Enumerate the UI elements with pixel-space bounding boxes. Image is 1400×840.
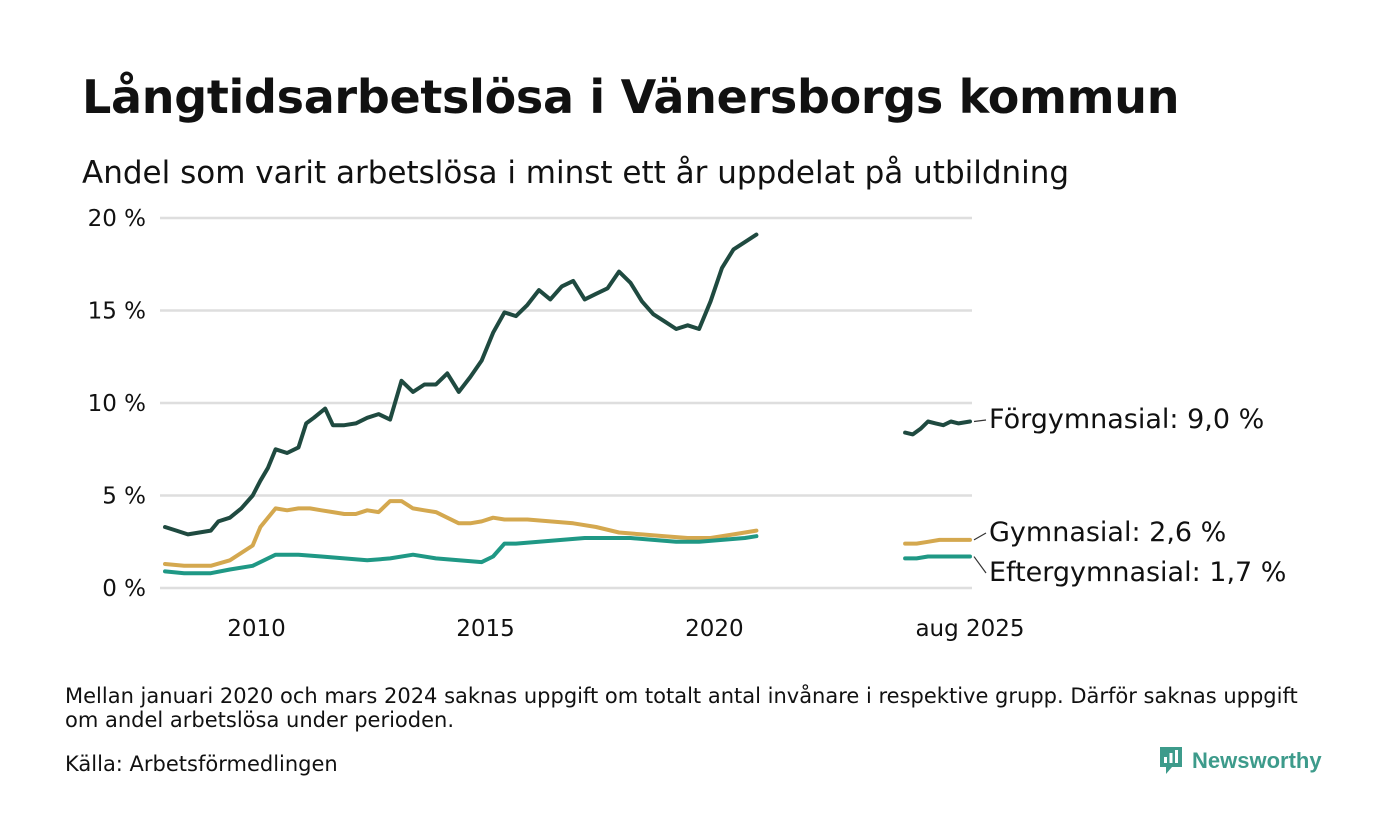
label-leader-line — [973, 532, 987, 541]
series-line-gymnasial — [903, 537, 972, 546]
series-end-label: Gymnasial: 2,6 % — [989, 517, 1226, 548]
y-tick-label: 20 % — [88, 206, 146, 232]
y-tick-label: 15 % — [88, 299, 146, 325]
series-lines — [163, 232, 972, 576]
label-leader-line — [973, 419, 987, 423]
newsworthy-logo-icon — [1160, 747, 1182, 774]
series-line-förgymnasial — [903, 419, 972, 437]
x-tick-label: aug 2025 — [915, 616, 1024, 642]
x-tick-label: 2015 — [456, 616, 515, 642]
series-end-label: Eftergymnasial: 1,7 % — [989, 557, 1286, 588]
axis-labels: 0 % 5 % 10 % 15 % 20 % 2010 2015 2020 aug 2025 — [88, 206, 1025, 642]
x-tick-label: 2020 — [685, 616, 744, 642]
footnote: Mellan januari 2020 och mars 2024 saknas… — [65, 684, 1298, 732]
chart-subtitle: Andel som varit arbetslösa i minst ett å… — [82, 155, 1070, 191]
series-line-gymnasial — [163, 499, 759, 568]
series-end-labels: Förgymnasial: 9,0 % Gymnasial: 2,6 % Efter… — [973, 404, 1286, 588]
series-end-label: Förgymnasial: 9,0 % — [989, 404, 1264, 435]
brand-name: Newsworthy — [1192, 748, 1322, 773]
grid-lines — [160, 216, 972, 590]
label-leader-line — [973, 556, 987, 574]
brand-logo: Newsworthy — [1158, 745, 1322, 777]
series-line-eftergymnasial — [163, 534, 759, 576]
y-tick-label: 10 % — [88, 391, 146, 417]
source-text: Källa: Arbetsförmedlingen — [65, 752, 338, 776]
y-tick-label: 0 % — [102, 576, 146, 602]
series-line-förgymnasial — [163, 232, 759, 537]
x-tick-label: 2010 — [227, 616, 286, 642]
series-line-eftergymnasial — [903, 554, 972, 561]
y-tick-label: 5 % — [102, 484, 146, 510]
chart-title: Långtidsarbetslösa i Vänersborgs kommun — [82, 70, 1180, 124]
